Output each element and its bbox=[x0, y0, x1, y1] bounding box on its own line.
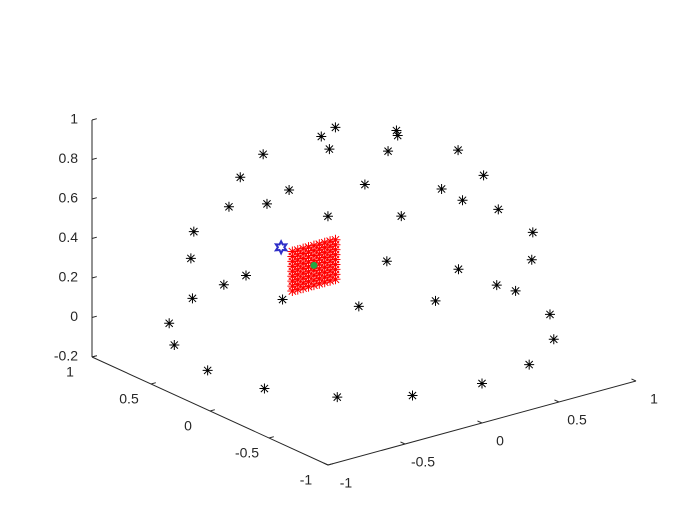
z-tick bbox=[91, 118, 97, 121]
x-tick-label: -1 bbox=[340, 475, 353, 491]
y-tick-label: 1 bbox=[66, 364, 74, 380]
point bbox=[332, 392, 343, 403]
point bbox=[407, 390, 418, 401]
z-tick-label: 0.4 bbox=[59, 229, 79, 245]
point bbox=[292, 245, 303, 256]
point bbox=[324, 144, 335, 155]
point bbox=[383, 146, 394, 157]
point bbox=[325, 236, 336, 247]
point bbox=[353, 301, 364, 312]
point bbox=[169, 340, 180, 351]
x-tick bbox=[477, 420, 483, 424]
x-tick bbox=[631, 378, 637, 382]
z-tick bbox=[91, 355, 97, 358]
point bbox=[396, 211, 407, 222]
point bbox=[493, 204, 504, 215]
point bbox=[298, 243, 309, 254]
point bbox=[477, 378, 487, 389]
y-tick bbox=[327, 463, 333, 466]
point bbox=[223, 201, 234, 212]
z-tick-label: 0 bbox=[70, 308, 78, 324]
point bbox=[258, 149, 269, 160]
point bbox=[453, 145, 464, 156]
x-tick bbox=[323, 462, 329, 466]
point bbox=[381, 256, 392, 267]
y-tick bbox=[209, 409, 215, 412]
y-tick-label: 0.5 bbox=[119, 391, 139, 407]
y-tick bbox=[268, 436, 274, 439]
point bbox=[185, 253, 196, 264]
y-tick-label: 0 bbox=[184, 418, 192, 434]
z-tick bbox=[91, 157, 97, 160]
z-tick-label: 1 bbox=[70, 111, 78, 127]
point bbox=[491, 280, 502, 291]
point bbox=[478, 170, 489, 181]
y-tick-label: -0.5 bbox=[235, 445, 259, 461]
x-tick bbox=[554, 399, 560, 403]
z-tick-label: 0.2 bbox=[59, 269, 79, 285]
point bbox=[202, 365, 213, 376]
y-tick bbox=[150, 382, 156, 385]
point bbox=[259, 383, 270, 394]
z-tick bbox=[91, 276, 97, 279]
point bbox=[261, 198, 272, 209]
point bbox=[241, 270, 251, 281]
point bbox=[524, 359, 535, 370]
point bbox=[457, 195, 468, 206]
z-tick bbox=[91, 236, 97, 239]
point bbox=[436, 183, 447, 194]
point bbox=[322, 211, 333, 222]
point bbox=[277, 294, 288, 305]
point bbox=[218, 279, 229, 290]
z-tick bbox=[91, 315, 97, 318]
point bbox=[453, 264, 464, 275]
point bbox=[319, 237, 330, 248]
point bbox=[314, 239, 325, 250]
point bbox=[287, 246, 298, 257]
point bbox=[284, 185, 295, 196]
y-tick-label: -1 bbox=[300, 472, 313, 488]
z-tick-label: -0.2 bbox=[54, 348, 78, 364]
point bbox=[527, 227, 538, 238]
z-tick-label: 0.8 bbox=[59, 150, 79, 166]
point bbox=[330, 234, 341, 245]
point bbox=[430, 295, 441, 306]
point bbox=[308, 240, 319, 251]
point bbox=[273, 239, 289, 256]
x-tick-label: 0.5 bbox=[567, 412, 587, 428]
point bbox=[548, 334, 559, 345]
point bbox=[164, 318, 175, 329]
x-tick-label: 1 bbox=[650, 391, 658, 407]
point bbox=[310, 261, 318, 269]
point bbox=[392, 130, 403, 141]
x-tick-label: 0 bbox=[496, 433, 504, 449]
z-tick bbox=[91, 197, 97, 200]
point bbox=[316, 131, 327, 142]
point bbox=[187, 293, 198, 304]
point bbox=[526, 254, 537, 265]
z-tick-label: 0.6 bbox=[59, 190, 79, 206]
point bbox=[510, 285, 521, 296]
point bbox=[359, 179, 370, 190]
point bbox=[235, 172, 246, 183]
x-tick bbox=[400, 441, 406, 445]
point bbox=[330, 122, 341, 133]
point bbox=[544, 309, 555, 320]
point bbox=[391, 125, 402, 136]
point bbox=[303, 242, 314, 253]
point bbox=[188, 226, 199, 237]
x-tick-label: -0.5 bbox=[411, 454, 435, 470]
